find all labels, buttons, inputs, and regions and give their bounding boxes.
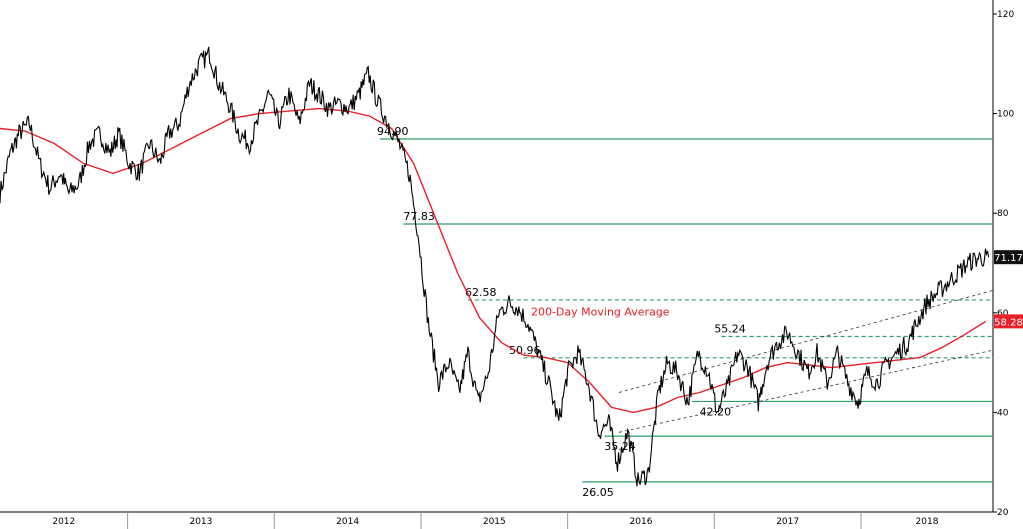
x-tick-label: 2017 xyxy=(776,517,799,527)
x-tick-label: 2015 xyxy=(483,517,506,527)
moving-average-label: 200-Day Moving Average xyxy=(531,305,670,318)
y-tick-label: 80 xyxy=(997,209,1009,219)
last-value-text: 71.17 xyxy=(994,253,1023,264)
x-tick-label: 2013 xyxy=(189,517,212,527)
x-tick-label: 2012 xyxy=(52,517,75,527)
x-tick-label: 2014 xyxy=(336,517,359,527)
last-value-text: 58.28 xyxy=(994,317,1023,328)
level-label: 26.05 xyxy=(582,486,614,499)
x-tick-label: 2016 xyxy=(630,517,653,527)
level-label: 77.83 xyxy=(403,210,435,223)
last-value-badge xyxy=(994,250,1023,265)
x-tick-label: 2018 xyxy=(916,517,939,527)
level-label: 62.58 xyxy=(465,286,497,299)
y-tick-label: 120 xyxy=(997,10,1014,20)
y-tick-label: 20 xyxy=(997,508,1009,518)
y-tick-label: 100 xyxy=(997,110,1014,120)
moving-average-line xyxy=(0,107,987,414)
trend-channel-line xyxy=(618,290,994,393)
level-label: 55.24 xyxy=(714,323,746,336)
last-value-badge xyxy=(994,314,1023,329)
level-label: 35.24 xyxy=(604,440,636,453)
y-tick-label: 40 xyxy=(997,408,1009,418)
level-label: 50.96 xyxy=(509,344,541,357)
y-tick-label: 60 xyxy=(997,309,1009,319)
price-line xyxy=(0,46,990,487)
trend-channel-line xyxy=(618,349,994,433)
level-label: 42.20 xyxy=(700,405,732,418)
